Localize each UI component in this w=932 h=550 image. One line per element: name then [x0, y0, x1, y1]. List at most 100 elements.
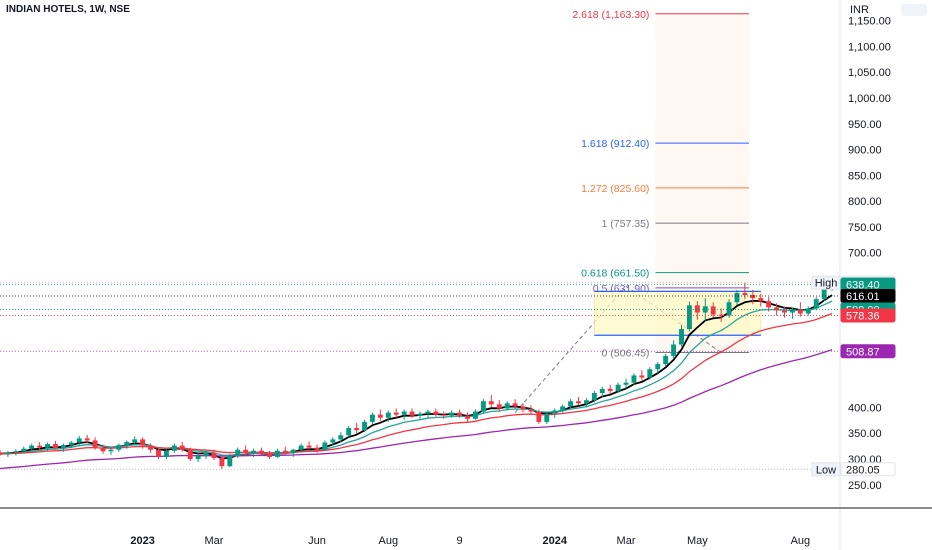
candle-body	[92, 440, 98, 448]
fib-level-label: 1 (757.35)	[602, 218, 650, 230]
candle-body	[599, 388, 605, 393]
candle-body	[726, 302, 732, 316]
candle-body	[679, 329, 684, 345]
price-lines	[0, 282, 840, 470]
candle-body	[5, 452, 11, 454]
ma-line-10	[0, 300, 833, 456]
candle-body	[171, 445, 177, 451]
candle-body	[774, 307, 780, 311]
candle-body	[227, 455, 233, 467]
range-box	[594, 290, 762, 336]
candle-body	[290, 449, 296, 453]
candle-body	[132, 439, 138, 442]
candle-body	[417, 413, 423, 416]
ma-line-5	[0, 294, 833, 460]
y-tick-label: 1,100.00	[848, 41, 891, 53]
candle-body	[156, 449, 161, 457]
price-tag: 508.87	[840, 344, 896, 359]
price-tag: 280.05 Low	[811, 462, 896, 477]
candle-body	[163, 450, 169, 457]
price-tag-side-label: High	[815, 278, 838, 290]
candle-body	[480, 401, 486, 412]
price-tag-value: 578.36	[846, 310, 880, 322]
candle-body	[671, 344, 677, 356]
candle-body	[821, 288, 827, 300]
fib-level-label: 2.618 (1,163.30)	[572, 9, 649, 21]
fib-level-label: 0.618 (661.50)	[581, 268, 649, 280]
candle-body	[813, 299, 819, 309]
currency-toggle[interactable]	[901, 4, 927, 16]
y-tick-label: 750.00	[848, 222, 882, 234]
x-tick-label: 2023	[130, 535, 154, 547]
candle-body	[465, 415, 471, 419]
candle-body	[338, 435, 344, 440]
candle-body	[623, 382, 629, 385]
candle-body	[520, 406, 526, 410]
candle-body	[686, 305, 692, 330]
candle-body	[504, 403, 510, 409]
candle-body	[631, 375, 637, 383]
candle-body	[488, 401, 494, 405]
candle-body	[734, 292, 740, 303]
candle-body	[655, 364, 661, 370]
consolidation-box	[594, 291, 762, 336]
candle-body	[607, 388, 613, 391]
ma-line-20	[0, 312, 833, 455]
candle-body	[211, 452, 217, 458]
candle-body	[782, 310, 787, 313]
candle-body	[393, 412, 399, 415]
y-tick-label: 850.00	[848, 170, 882, 182]
candle-body	[528, 409, 534, 412]
x-tick-label: Mar	[617, 535, 636, 547]
candle-body	[750, 295, 756, 299]
candle-body	[266, 453, 272, 457]
candle-body	[60, 445, 66, 449]
candle-body	[663, 355, 669, 365]
fib-level-label: 0 (506.45)	[602, 348, 650, 360]
candle-body	[583, 400, 589, 404]
candle-body	[314, 447, 320, 450]
candle-body	[797, 309, 803, 314]
candle-body	[68, 442, 74, 446]
candles	[0, 282, 835, 470]
candle-body	[409, 411, 415, 416]
x-tick-label: Aug	[791, 535, 811, 547]
y-tick-label: 800.00	[848, 196, 882, 208]
candle-body	[377, 414, 383, 418]
y-tick-label: 350.00	[848, 428, 882, 440]
candle-body	[425, 411, 431, 414]
candle-body	[568, 401, 574, 407]
candle-body	[544, 413, 550, 422]
price-tag-value: 508.87	[846, 346, 880, 358]
candle-body	[45, 444, 51, 448]
candle-body	[306, 445, 312, 448]
candle-body	[766, 301, 772, 308]
candle-body	[560, 406, 566, 411]
candle-body	[100, 447, 106, 452]
candle-body	[401, 411, 407, 415]
candle-body	[496, 404, 502, 409]
price-tag: 578.36	[840, 308, 896, 323]
candle-body	[29, 445, 35, 449]
candle-body	[362, 421, 367, 431]
candle-body	[576, 401, 581, 404]
y-tick-label: 250.00	[848, 480, 882, 492]
candle-body	[789, 309, 795, 313]
price-tag-side-label: Low	[816, 464, 836, 476]
candle-body	[179, 445, 185, 450]
x-tick-label: Aug	[379, 535, 399, 547]
price-tag-value: 280.05	[846, 464, 880, 476]
candle-body	[37, 445, 43, 448]
candle-body	[441, 414, 447, 416]
candle-body	[473, 411, 478, 419]
candle-body	[124, 441, 130, 446]
candle-body	[385, 412, 391, 418]
candle-body	[259, 450, 264, 454]
candle-body	[742, 292, 748, 296]
y-tick-label: 1,050.00	[848, 67, 891, 79]
y-tick-label: 700.00	[848, 248, 882, 260]
candle-body	[116, 445, 122, 450]
candle-body	[251, 450, 257, 453]
candle-body	[330, 439, 336, 443]
